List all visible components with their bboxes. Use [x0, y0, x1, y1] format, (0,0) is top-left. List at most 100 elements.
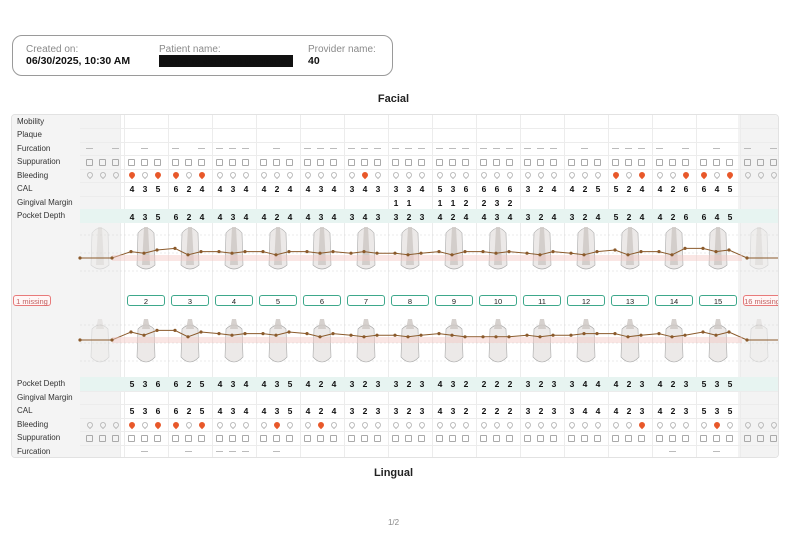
facial-cal-value: 3: [230, 184, 236, 194]
column-divider: [740, 115, 741, 457]
facial-cal-value: 4: [261, 184, 267, 194]
facial-suppuration-checkbox: [581, 159, 588, 166]
facial-cal-value: 6: [173, 184, 179, 194]
facial-suppuration-checkbox: [568, 159, 575, 166]
facial-suppuration-checkbox: [713, 159, 720, 166]
facial-pocket-line-point: [683, 246, 687, 250]
facial-suppuration-checkbox: [216, 159, 223, 166]
lower-tooth-crown-icon: [268, 324, 288, 363]
facial-suppuration-checkbox: [304, 159, 311, 166]
lingual-pocket-depth-value: 2: [463, 379, 469, 389]
lingual-cal-value: 3: [419, 406, 425, 416]
lingual-suppuration-checkbox: [418, 435, 425, 442]
lingual-pocket-depth-value: 2: [626, 379, 632, 389]
tooth-number-badge: 10: [479, 295, 517, 306]
facial-pocket-line-point: [778, 256, 779, 259]
lingual-furcation-mark: [669, 451, 676, 452]
facial-pocket-depth-value: 3: [142, 212, 148, 222]
lingual-pocket-line-point: [494, 335, 498, 339]
lingual-pocket-depth-value: 3: [714, 379, 720, 389]
facial-gingival-margin-value: 1: [406, 198, 412, 208]
lingual-cal-value: 5: [287, 406, 293, 416]
facial-suppuration-checkbox: [317, 159, 324, 166]
facial-heading: Facial: [377, 93, 410, 105]
row-label-furcation-lingual: Furcation: [17, 447, 51, 456]
column-divider: [432, 115, 433, 457]
lingual-suppuration-checkbox: [260, 435, 267, 442]
facial-furcation-mark: [713, 148, 720, 149]
facial-pocket-line-point: [639, 250, 643, 254]
lingual-suppuration-checkbox: [524, 435, 531, 442]
facial-pocket-line-point: [569, 251, 573, 255]
facial-suppuration-checkbox: [361, 159, 368, 166]
lower-tooth-root-icon: [670, 319, 678, 329]
lower-tooth-crown-icon: [90, 324, 110, 363]
lingual-pocket-line-point: [582, 332, 586, 336]
row-label-column: Mobility Plaque Furcation Suppuration Bl…: [12, 115, 81, 457]
lingual-heading: Lingual: [373, 467, 414, 479]
facial-suppuration-checkbox: [537, 159, 544, 166]
facial-pocket-depth-value: 2: [450, 212, 456, 222]
lingual-suppuration-checkbox: [392, 435, 399, 442]
lingual-pocket-depth-value: 4: [613, 379, 619, 389]
facial-cal-value: 6: [481, 184, 487, 194]
lingual-pocket-depth-value: 3: [349, 379, 355, 389]
facial-cal-value: 4: [129, 184, 135, 194]
facial-furcation-mark: [86, 148, 93, 149]
lingual-cal-value: 3: [393, 406, 399, 416]
lingual-cal-value: 2: [186, 406, 192, 416]
facial-cal-value: 4: [569, 184, 575, 194]
facial-cal-value: 6: [701, 184, 707, 194]
lingual-pocket-depth-value: 4: [595, 379, 601, 389]
lingual-pocket-line-point: [657, 332, 661, 336]
lower-tooth-root-icon: [755, 319, 763, 329]
row-label-pocket-depth-lingual: Pocket Depth: [17, 379, 66, 388]
facial-suppuration-checkbox: [405, 159, 412, 166]
lingual-pocket-depth-value: 4: [331, 379, 337, 389]
lower-tooth-crown-icon: [224, 324, 244, 363]
tooth-number-badge: 7: [347, 295, 385, 306]
lingual-pocket-line-point: [393, 333, 397, 337]
facial-suppuration-checkbox: [229, 159, 236, 166]
periodontal-chart: Mobility Plaque Furcation Suppuration Bl…: [11, 114, 779, 458]
lingual-pocket-line-point: [217, 332, 221, 336]
facial-pocket-line-point: [595, 250, 599, 254]
created-on-value: 06/30/2025, 10:30 AM: [26, 55, 131, 67]
facial-pocket-line-point: [701, 246, 705, 250]
lower-tooth-crown-icon: [136, 324, 156, 363]
lingual-cal-value: 4: [331, 406, 337, 416]
facial-pocket-depth-value: 4: [217, 212, 223, 222]
lingual-pocket-depth-value: 3: [375, 379, 381, 389]
lower-tooth-crown-icon: [180, 324, 200, 363]
facial-suppuration-checkbox: [726, 159, 733, 166]
lingual-suppuration-checkbox: [625, 435, 632, 442]
lingual-pocket-line-point: [406, 335, 410, 339]
lingual-pocket-depth-value: 3: [274, 379, 280, 389]
facial-furcation-mark: [493, 148, 500, 149]
facial-pocket-depth-value: 5: [613, 212, 619, 222]
lingual-suppuration-checkbox: [361, 435, 368, 442]
lingual-cal-value: 2: [507, 406, 513, 416]
lingual-cal-value: 3: [274, 406, 280, 416]
facial-pocket-line-point: [714, 250, 718, 254]
facial-pocket-depth-value: 6: [683, 212, 689, 222]
lingual-furcation-mark: [141, 451, 148, 452]
tooth-number-badge: 9: [435, 295, 473, 306]
facial-cal-value: 3: [349, 184, 355, 194]
row-divider: [80, 128, 778, 129]
facial-pocket-depth-value: 4: [551, 212, 557, 222]
lingual-suppuration-checkbox: [216, 435, 223, 442]
facial-suppuration-checkbox: [172, 159, 179, 166]
upper-tooth-root-icon: [362, 227, 370, 265]
column-divider: [168, 115, 169, 457]
lingual-cal-value: 3: [683, 406, 689, 416]
lingual-furcation-mark: [229, 451, 236, 452]
lingual-pocket-depth-value: 3: [450, 379, 456, 389]
facial-suppuration-checkbox: [625, 159, 632, 166]
tooth-number-badge: 14: [655, 295, 693, 306]
upper-tooth-root-icon: [230, 227, 238, 265]
facial-pocket-line-point: [727, 248, 731, 252]
lingual-pocket-line-point: [701, 330, 705, 334]
lingual-pocket-line-point: [274, 333, 278, 337]
lingual-pocket-line-point: [349, 333, 353, 337]
